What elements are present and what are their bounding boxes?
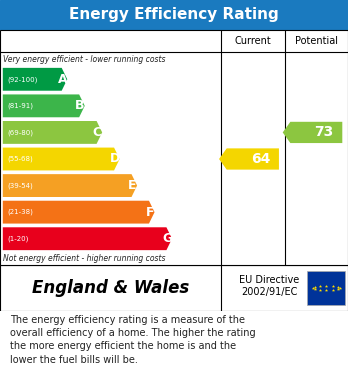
Polygon shape <box>3 147 120 170</box>
Polygon shape <box>3 174 137 197</box>
Text: Very energy efficient - lower running costs: Very energy efficient - lower running co… <box>3 54 166 63</box>
Text: 64: 64 <box>251 152 270 166</box>
Text: EU Directive
2002/91/EC: EU Directive 2002/91/EC <box>239 275 299 296</box>
Text: (55-68): (55-68) <box>7 156 33 162</box>
Text: (39-54): (39-54) <box>7 182 33 189</box>
Text: B: B <box>75 99 85 112</box>
Text: A: A <box>57 73 67 86</box>
Text: (1-20): (1-20) <box>7 235 28 242</box>
Polygon shape <box>283 122 342 143</box>
Text: 73: 73 <box>315 126 334 140</box>
Text: F: F <box>145 206 154 219</box>
Text: Not energy efficient - higher running costs: Not energy efficient - higher running co… <box>3 254 166 263</box>
Polygon shape <box>3 227 172 250</box>
Text: (21-38): (21-38) <box>7 209 33 215</box>
Polygon shape <box>3 121 102 144</box>
Text: England & Wales: England & Wales <box>32 279 189 297</box>
Text: E: E <box>128 179 136 192</box>
Text: (92-100): (92-100) <box>7 76 37 83</box>
Polygon shape <box>219 148 279 170</box>
Text: Energy Efficiency Rating: Energy Efficiency Rating <box>69 7 279 23</box>
Text: C: C <box>93 126 102 139</box>
Text: D: D <box>110 152 120 165</box>
Text: G: G <box>162 232 172 245</box>
Polygon shape <box>3 95 85 117</box>
Polygon shape <box>3 201 155 224</box>
Text: (69-80): (69-80) <box>7 129 33 136</box>
Text: The energy efficiency rating is a measure of the
overall efficiency of a home. T: The energy efficiency rating is a measur… <box>10 315 256 364</box>
Text: (81-91): (81-91) <box>7 102 33 109</box>
Bar <box>307 271 346 305</box>
Polygon shape <box>3 68 67 91</box>
Text: Potential: Potential <box>295 36 338 46</box>
Text: Current: Current <box>235 36 271 46</box>
